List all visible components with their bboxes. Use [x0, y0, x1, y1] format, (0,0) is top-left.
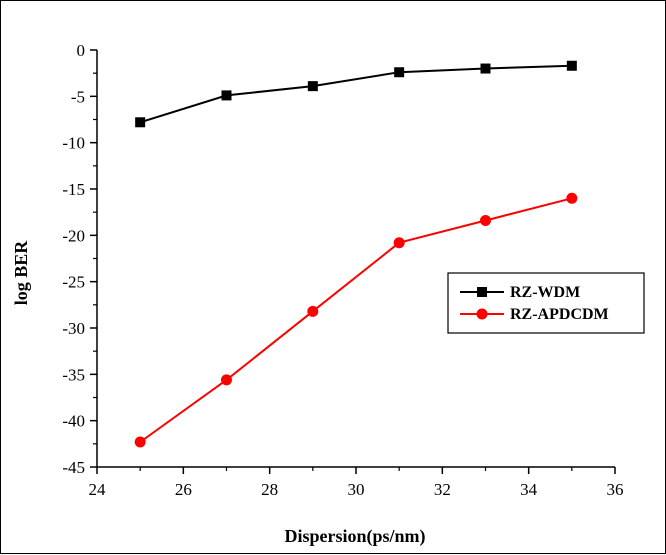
data-point	[393, 237, 405, 249]
x-tick-label: 24	[89, 480, 107, 499]
x-tick-label: 32	[434, 480, 451, 499]
data-point	[307, 305, 319, 317]
data-point	[221, 90, 232, 101]
legend-item: RZ-APDCDM	[460, 306, 609, 323]
legend-marker	[476, 308, 488, 320]
y-tick-label: -15	[62, 180, 85, 199]
series-rz-apdcdm	[134, 192, 578, 448]
data-point	[480, 215, 491, 227]
data-point	[480, 63, 491, 74]
data-point	[394, 67, 405, 78]
data-point	[221, 374, 232, 386]
x-tick-label: 36	[607, 480, 624, 499]
y-tick-label: -20	[62, 226, 85, 245]
legend-box	[447, 272, 645, 334]
series-line	[139, 64, 572, 124]
x-tick-label: 28	[261, 480, 278, 499]
legend-label: RZ-WDM	[510, 284, 580, 301]
data-point	[307, 81, 318, 92]
y-tick-label: -30	[62, 319, 85, 338]
y-tick-label: -45	[62, 458, 85, 477]
legend: RZ-WDM RZ-APDCDM	[447, 272, 645, 334]
y-tick-label: -25	[62, 273, 85, 292]
y-tick-label: -40	[62, 412, 85, 431]
y-tick-label: 0	[77, 41, 86, 60]
series-line	[139, 197, 573, 443]
series-rz-wdm	[135, 60, 577, 128]
data-point	[135, 117, 146, 128]
series-layer	[134, 60, 578, 448]
y-tick-label: -35	[62, 365, 85, 384]
data-point	[566, 192, 578, 204]
x-tick-label: 34	[520, 480, 538, 499]
ticks: 24 26 28 30 32 34 36 0 -5 -10 -15 -20 -25 -30 -35 -40 -4…	[62, 41, 623, 499]
y-axis-title: log BER	[11, 240, 31, 306]
legend-marker	[477, 287, 487, 297]
x-axis-title: Dispersion(ps/nm)	[284, 526, 425, 547]
data-point	[134, 436, 146, 448]
data-point	[566, 60, 577, 71]
y-tick-label: -5	[71, 87, 85, 106]
legend-item: RZ-WDM	[460, 284, 580, 301]
x-tick-label: 26	[175, 480, 192, 499]
y-tick-label: -10	[62, 134, 85, 153]
x-tick-label: 30	[348, 480, 365, 499]
legend-label: RZ-APDCDM	[510, 306, 609, 323]
